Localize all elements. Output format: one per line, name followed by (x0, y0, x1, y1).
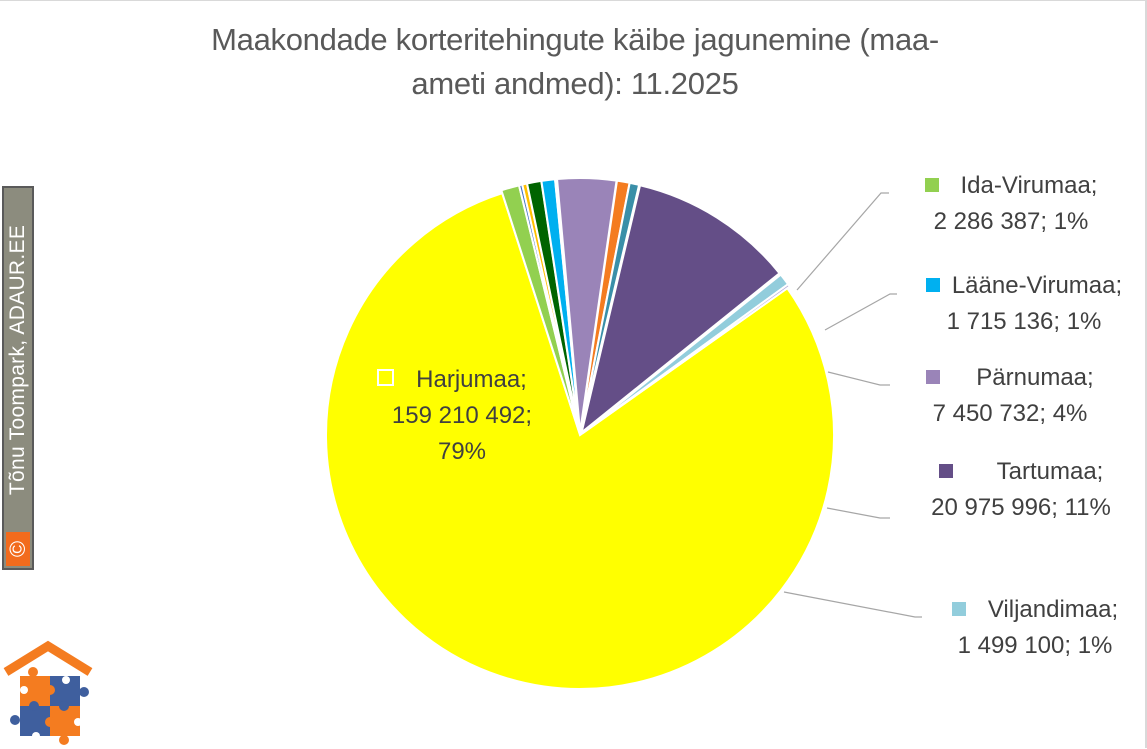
pie-slice-unlabeled-9 (579, 181, 641, 433)
label-harjumaa-percent: 79% (437, 438, 487, 465)
pie-slice-unlabeled-13 (581, 282, 792, 435)
label-parnumaa-value: 7 450 732; 4% (932, 400, 1088, 427)
label-viljandimaa-name: Viljandimaa; (987, 596, 1119, 623)
label-laane-virumaa-name: Lääne-Virumaa; (951, 272, 1123, 299)
data-label-viljandimaa: Viljandimaa; 1 499 100; 1% (926, 592, 1144, 664)
house-puzzle-logo-icon (3, 640, 93, 745)
label-tartumaa-value: 20 975 996; 11% (931, 494, 1111, 521)
copyright-icon: © (5, 532, 30, 566)
data-label-tartumaa: Tartumaa; 20 975 996; 11% (896, 454, 1146, 526)
label-ida-virumaa-name: Ida-Virumaa; (960, 172, 1098, 199)
label-laane-virumaa-value: 1 715 136; 1% (946, 308, 1102, 335)
chart-title: Maakondade korteritehingute käibe jagune… (100, 18, 1050, 106)
leader-line-tartumaa (826, 507, 890, 519)
data-label-laane-virumaa: Lääne-Virumaa; 1 715 136; 1% (906, 268, 1142, 340)
copyright-watermark: Tõnu Toompark, ADAUR.EE © (2, 186, 34, 570)
label-parnumaa-name: Pärnumaa; (976, 364, 1094, 391)
legend-swatch-viljandimaa (951, 602, 966, 616)
chart-title-line-1: Maakondade korteritehingute käibe jagune… (211, 22, 939, 57)
pie-slice-harjumaa (325, 191, 835, 690)
data-label-ida-virumaa: Ida-Virumaa; 2 286 387; 1% (896, 168, 1126, 240)
pie-slice-tartumaa (579, 184, 781, 436)
chart-title-line-2: ameti andmed): 11.2025 (411, 66, 739, 101)
legend-swatch-parnumaa (926, 370, 941, 384)
legend-swatch-tartumaa (938, 464, 953, 478)
data-label-parnumaa: Pärnumaa; 7 450 732; 4% (896, 360, 1124, 432)
leader-line-viljandimaa (783, 591, 922, 618)
leader-line-laane-virumaa (824, 293, 897, 331)
watermark-text: Tõnu Toompark, ADAUR.EE (6, 224, 29, 496)
leader-line-parnumaa (827, 371, 890, 386)
legend-swatch-laane-virumaa (925, 278, 940, 292)
pie-slices (325, 177, 835, 690)
legend-swatch-ida-virumaa (924, 178, 939, 192)
legend-swatch-harjumaa (377, 369, 395, 386)
label-harjumaa-value: 159 210 492; (391, 402, 533, 429)
label-viljandimaa-value: 1 499 100; 1% (957, 632, 1113, 659)
label-harjumaa-name: Harjumaa; (416, 366, 527, 393)
leader-line-ida-virumaa (796, 192, 889, 291)
label-tartumaa-name: Tartumaa; (996, 458, 1104, 485)
label-ida-virumaa-value: 2 286 387; 1% (933, 208, 1089, 235)
data-label-harjumaa: Harjumaa; 159 210 492; 79% (352, 362, 552, 470)
leader-lines (783, 192, 922, 618)
